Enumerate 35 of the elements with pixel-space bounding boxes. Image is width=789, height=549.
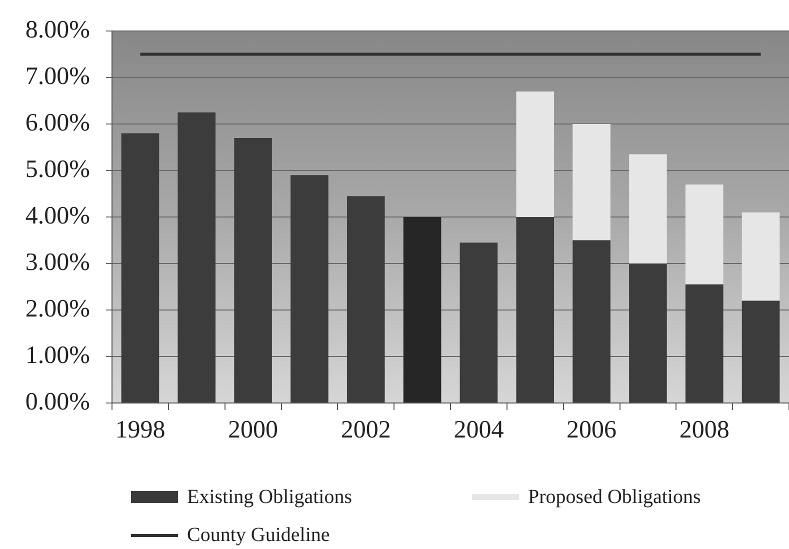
y-tick-label: 5.00% [25,156,90,184]
bar [685,184,724,284]
bar [234,138,272,402]
bar [572,124,610,240]
bar [403,217,442,402]
x-tick-label: 2004 [454,416,504,444]
bar [685,284,724,402]
bar [460,242,498,402]
bar [516,91,554,217]
y-tick-label: 6.00% [25,110,90,137]
bar [290,175,328,402]
x-tick-label: 1998 [115,416,166,444]
y-tick-label: 4.00% [25,202,90,230]
y-tick-label: 0.00% [25,388,90,416]
y-tick-label: 8.00% [25,16,90,44]
y-tick-label: 2.00% [25,296,90,323]
y-tick-label: 1.00% [25,342,90,370]
legend-label: County Guideline [187,523,330,547]
bar [742,212,780,301]
bar [629,264,667,402]
x-tick-label: 2006 [566,416,617,444]
x-tick-label: 2000 [228,416,278,444]
legend-label: Proposed Obligations [528,485,701,509]
bar [572,240,610,402]
bar [346,196,385,402]
bar [742,300,780,402]
y-tick-label: 3.00% [25,249,90,276]
x-tick-label: 2002 [340,416,391,444]
bar [629,154,667,264]
bar [516,217,554,402]
bar [121,133,160,402]
x-tick-label: 2008 [679,416,730,444]
bar [178,112,216,402]
y-tick-label: 7.00% [25,63,90,90]
legend-label: Existing Obligations [187,485,352,509]
